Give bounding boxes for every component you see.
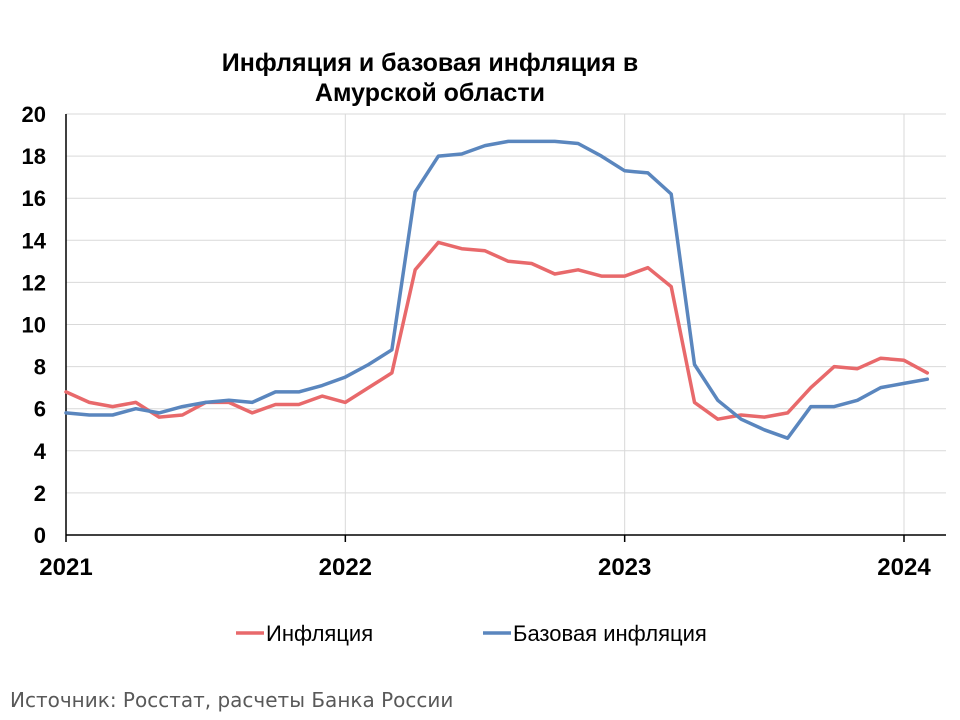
chart-title: Инфляция и базовая инфляция в Амурской о…: [222, 49, 638, 107]
legend: Инфляция Базовая инфляция: [236, 621, 707, 646]
y-tick-label: 20: [22, 102, 46, 127]
legend-item: Базовая инфляция: [483, 621, 707, 646]
y-tick-label: 8: [34, 355, 46, 380]
chart-title-line-1: Инфляция и базовая инфляция в: [222, 49, 638, 77]
y-tick-label: 16: [22, 186, 46, 211]
x-tick-label: 2023: [598, 554, 651, 581]
gridlines: [66, 113, 946, 535]
y-tick-label: 14: [22, 228, 47, 253]
chart-title-line-2: Амурской области: [315, 79, 545, 107]
legend-item: Инфляция: [236, 621, 373, 646]
y-axis-ticks: 0 2 4 6 8 10 12 14 16 18 20: [22, 102, 47, 548]
series-lines: [64, 139, 930, 440]
y-tick-label: 10: [22, 313, 46, 338]
y-tick-label: 0: [34, 523, 46, 548]
source-note: Источник: Росстат, расчеты Банка России: [10, 688, 454, 712]
x-tick-label: 2024: [877, 554, 931, 581]
axes: [65, 114, 946, 536]
y-tick-label: 12: [22, 270, 46, 295]
x-tick-label: 2022: [319, 554, 372, 581]
series-line-core-inflation: [64, 139, 930, 440]
x-tick-label: 2021: [39, 554, 92, 581]
y-tick-label: 2: [34, 481, 46, 506]
legend-label: Инфляция: [266, 621, 373, 646]
x-axis-ticks: 2021 2022 2023 2024: [39, 535, 931, 581]
legend-label: Базовая инфляция: [513, 621, 707, 646]
y-tick-label: 18: [22, 144, 46, 169]
y-tick-label: 6: [34, 397, 46, 422]
y-tick-label: 4: [34, 439, 47, 464]
series-line-inflation: [64, 240, 930, 421]
